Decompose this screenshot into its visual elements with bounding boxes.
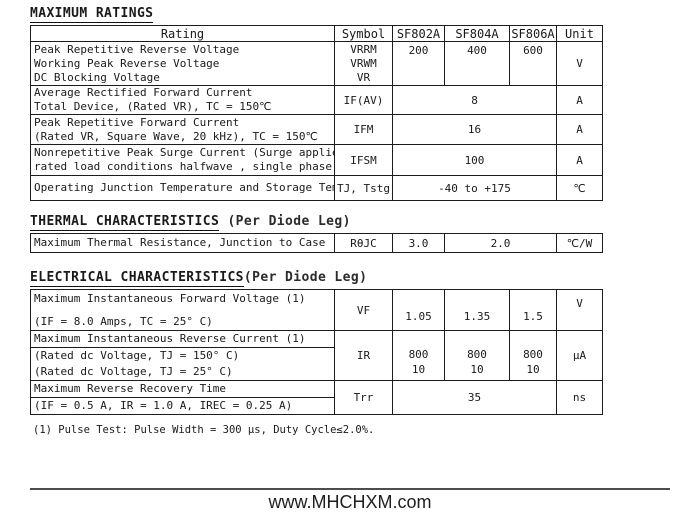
symbol-cell: VF bbox=[334, 289, 393, 331]
electrical-title-suffix: (Per Diode Leg) bbox=[243, 270, 368, 285]
symbol-cell: TJ, Tstg bbox=[334, 175, 393, 201]
table-row-junction-temperature: Operating Junction Temperature and Stora… bbox=[30, 175, 603, 201]
electrical-characteristics-table: Maximum Instantaneous Forward Voltage (1… bbox=[30, 289, 603, 415]
value-cell-sf802a: 1.05 bbox=[392, 289, 445, 331]
value-cell-sf802a: 800 10 bbox=[392, 330, 445, 381]
table-row-peak-forward-current: Peak Repetitive Forward Current (Rated V… bbox=[30, 114, 603, 145]
section-title-maximum-ratings: MAXIMUM RATINGS bbox=[30, 6, 602, 23]
symbol-cell: Trr bbox=[334, 380, 393, 415]
unit-cell: A bbox=[556, 114, 603, 145]
footer-url: www.MHCHXM.com bbox=[268, 492, 432, 512]
value-cell-merged: 35 bbox=[392, 380, 557, 415]
value-cell-merged: 2.0 bbox=[444, 233, 557, 253]
unit-cell: V bbox=[556, 289, 603, 331]
table-row-reverse-current: Maximum Instantaneous Reverse Current (1… bbox=[30, 330, 603, 381]
maximum-ratings-title-text: MAXIMUM RATINGS bbox=[30, 6, 154, 23]
table-row-surge-current: Nonrepetitive Peak Surge Current (Surge … bbox=[30, 144, 603, 176]
col-header-unit: Unit bbox=[556, 25, 603, 42]
symbol-cell: IFM bbox=[334, 114, 393, 145]
table-row-average-forward-current: Average Rectified Forward Current Total … bbox=[30, 85, 603, 115]
unit-cell: ns bbox=[556, 380, 603, 415]
value-cell-sf802a: 3.0 bbox=[392, 233, 445, 253]
symbol-cell: RθJC bbox=[334, 233, 393, 253]
col-header-sf806a: SF806A bbox=[509, 25, 557, 42]
section-title-electrical: ELECTRICAL CHARACTERISTICS(Per Diode Leg… bbox=[30, 270, 602, 287]
table-row-reverse-voltage: Peak Repetitive Reverse Voltage Working … bbox=[30, 41, 603, 86]
value-cell-sf806a: 600 bbox=[509, 41, 557, 86]
rating-cell: Average Rectified Forward Current Total … bbox=[30, 85, 335, 115]
value-cell-merged: 16 bbox=[392, 114, 557, 145]
value-cell-merged: -40 to +175 bbox=[392, 175, 557, 201]
table-row-forward-voltage: Maximum Instantaneous Forward Voltage (1… bbox=[30, 289, 603, 331]
symbol-cell: IF(AV) bbox=[334, 85, 393, 115]
value-cell-merged: 100 bbox=[392, 144, 557, 176]
unit-cell: μA bbox=[556, 330, 603, 381]
rating-cell: Peak Repetitive Forward Current (Rated V… bbox=[30, 114, 335, 145]
thermal-characteristics-table: Maximum Thermal Resistance, Junction to … bbox=[30, 233, 603, 253]
thermal-title-text: THERMAL CHARACTERISTICS bbox=[30, 214, 220, 231]
symbol-cell: IR bbox=[334, 330, 393, 381]
table-row-thermal-resistance: Maximum Thermal Resistance, Junction to … bbox=[30, 233, 603, 253]
symbol-cell: IFSM bbox=[334, 144, 393, 176]
value-cell-sf802a: 200 bbox=[392, 41, 445, 86]
rating-cell: Maximum Instantaneous Forward Voltage (1… bbox=[30, 289, 335, 331]
datasheet-page: MAXIMUM RATINGS Rating Symbol SF802A SF8… bbox=[30, 6, 603, 436]
unit-cell: A bbox=[556, 85, 603, 115]
section-title-thermal: THERMAL CHARACTERISTICS (Per Diode Leg) bbox=[30, 214, 602, 231]
thermal-title-suffix: (Per Diode Leg) bbox=[219, 214, 351, 229]
rating-cell: Maximum Instantaneous Reverse Current (1… bbox=[30, 330, 335, 381]
symbol-cell: VRRM VRWM VR bbox=[334, 41, 393, 86]
rating-cell: Peak Repetitive Reverse Voltage Working … bbox=[30, 41, 335, 86]
rating-cell: Maximum Thermal Resistance, Junction to … bbox=[30, 233, 335, 253]
footer-divider bbox=[30, 488, 670, 490]
maximum-ratings-table: Rating Symbol SF802A SF804A SF806A Unit … bbox=[30, 25, 603, 201]
unit-cell: V bbox=[556, 41, 603, 86]
rating-cell: Operating Junction Temperature and Stora… bbox=[30, 175, 335, 201]
rating-cell: Nonrepetitive Peak Surge Current (Surge … bbox=[30, 144, 335, 176]
electrical-title-text: ELECTRICAL CHARACTERISTICS bbox=[30, 270, 244, 287]
value-cell-sf804a: 800 10 bbox=[444, 330, 510, 381]
unit-cell: A bbox=[556, 144, 603, 176]
unit-cell: ℃ bbox=[556, 175, 603, 201]
rating-cell: Maximum Reverse Recovery Time (IF = 0.5 … bbox=[30, 380, 335, 415]
value-cell-sf804a: 400 bbox=[444, 41, 510, 86]
col-header-symbol: Symbol bbox=[334, 25, 393, 42]
unit-cell: ℃/W bbox=[556, 233, 603, 253]
col-header-sf802a: SF802A bbox=[392, 25, 445, 42]
col-header-rating: Rating bbox=[30, 25, 335, 42]
col-header-sf804a: SF804A bbox=[444, 25, 510, 42]
value-cell-sf806a: 800 10 bbox=[509, 330, 557, 381]
value-cell-sf804a: 1.35 bbox=[444, 289, 510, 331]
maximum-ratings-header-row: Rating Symbol SF802A SF804A SF806A Unit bbox=[30, 25, 603, 42]
pulse-test-footnote: (1) Pulse Test: Pulse Width = 300 μs, Du… bbox=[33, 424, 375, 436]
value-cell-merged: 8 bbox=[392, 85, 557, 115]
value-cell-sf806a: 1.5 bbox=[509, 289, 557, 331]
table-row-reverse-recovery-time: Maximum Reverse Recovery Time (IF = 0.5 … bbox=[30, 380, 603, 415]
